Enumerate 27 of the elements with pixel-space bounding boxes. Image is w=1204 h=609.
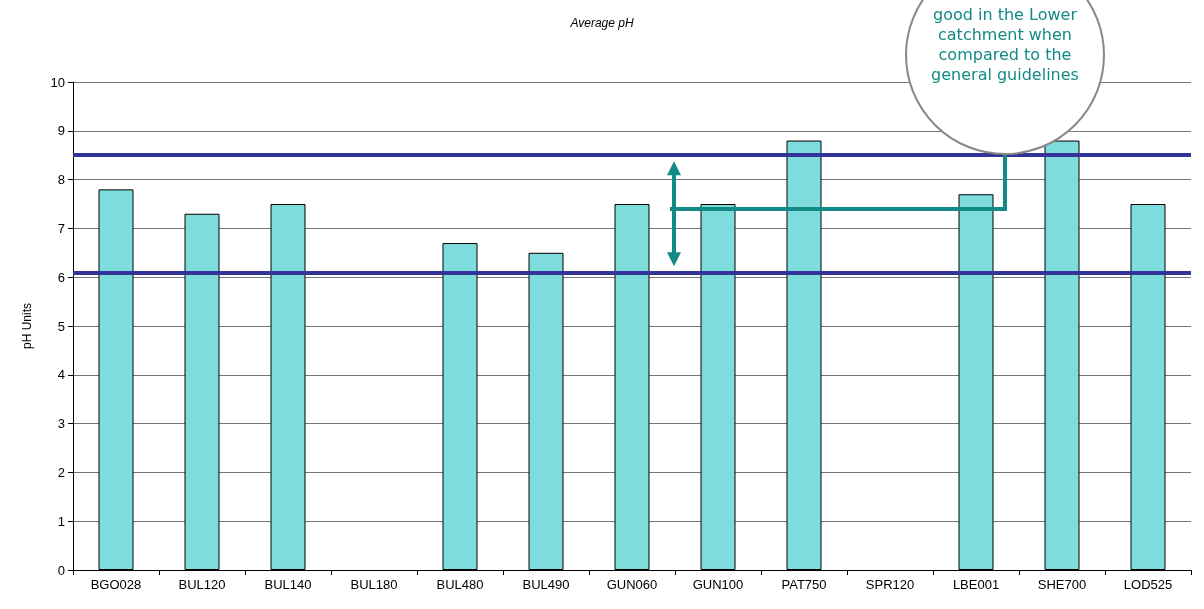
x-tick-label: BUL480: [436, 577, 484, 592]
y-tick-label: 3: [57, 416, 65, 432]
x-tick-label: BUL120: [178, 577, 226, 592]
x-tick-label: BUL490: [522, 577, 570, 592]
y-tick-label: 4: [57, 367, 65, 383]
y-tick-label: 5: [57, 318, 65, 334]
x-tick-label: LOD525: [1123, 577, 1173, 592]
x-tick-label: PAT750: [781, 577, 827, 592]
x-tick-label: SPR120: [865, 577, 915, 592]
y-tick-label: 7: [57, 220, 65, 236]
x-tick-label: SHE700: [1037, 577, 1087, 592]
x-tick-label: LBE001: [952, 577, 1000, 592]
annotation: good in the Lower catchment when compared to the general guidelines: [930, 5, 1080, 85]
x-tick-label: BUL140: [264, 577, 312, 592]
y-tick-label: 6: [57, 269, 65, 285]
chart-title: Average pH: [569, 16, 634, 30]
y-tick-label: 2: [57, 464, 65, 480]
x-tick-label: GUN060: [606, 577, 658, 592]
y-tick-label: 8: [57, 172, 65, 188]
y-tick-label: 0: [57, 562, 65, 578]
y-axis-title: pH Units: [20, 302, 34, 350]
x-tick-label: BUL180: [350, 577, 398, 592]
y-tick-label: 10: [50, 74, 65, 90]
x-tick-label: BGO028: [90, 577, 142, 592]
x-tick-label: GUN100: [692, 577, 744, 592]
y-tick-label: 1: [57, 513, 65, 529]
y-tick-label: 9: [57, 123, 65, 139]
